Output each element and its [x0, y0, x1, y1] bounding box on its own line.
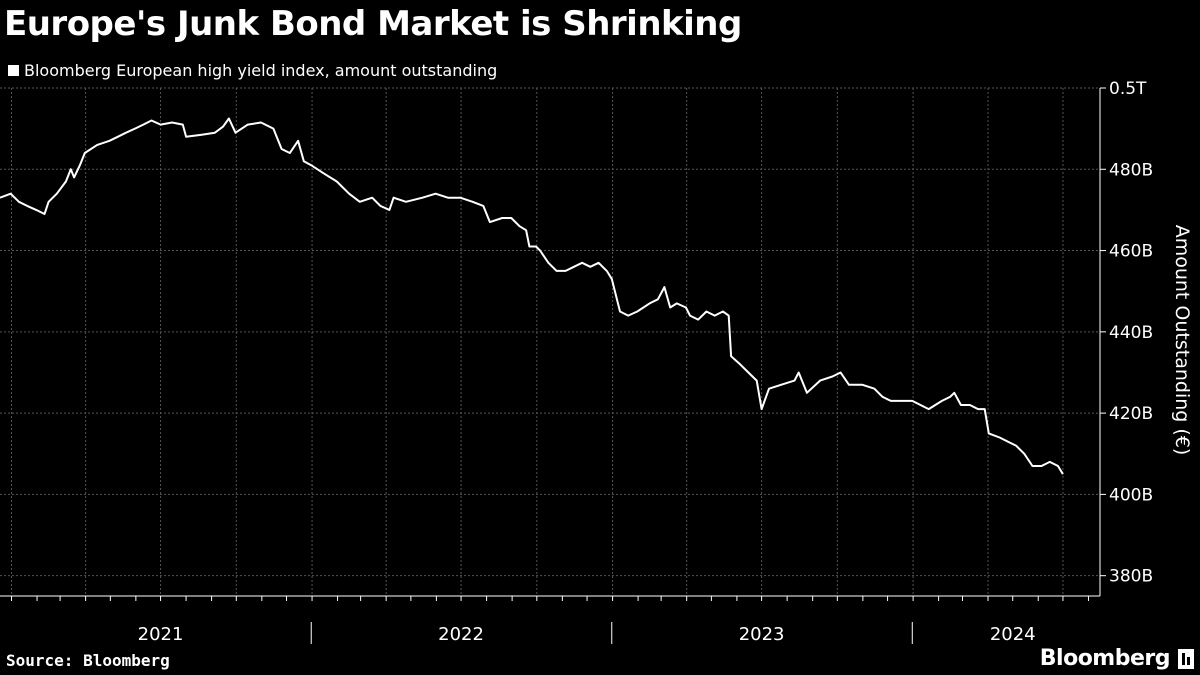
y-tick-label: 480B [1109, 160, 1153, 180]
source-note: Source: Bloomberg [6, 651, 170, 670]
legend-swatch [8, 65, 19, 76]
y-tick-label: 0.5T [1109, 79, 1147, 99]
series-line [0, 117, 1064, 475]
x-tick-label: 2022 [438, 624, 484, 645]
legend-label: Bloomberg European high yield index, amo… [24, 61, 498, 80]
y-tick-label: 380B [1109, 567, 1153, 587]
y-tick-label: 400B [1109, 485, 1153, 505]
y-axis-title: Amount Outstanding (€) [1171, 225, 1193, 456]
brand-logo: Bloomberg [1039, 646, 1171, 671]
legend: Bloomberg European high yield index, amo… [8, 61, 497, 80]
axes: 0.5T 480B 460B 440B 420B 400B 380B 2021 2022 2023… [0, 79, 1153, 645]
y-tick-label: 440B [1109, 323, 1153, 343]
x-tick-label: 2024 [990, 624, 1036, 645]
x-tick-label: 2023 [739, 624, 785, 645]
y-tick-label: 460B [1109, 242, 1153, 262]
y-tick-label: 420B [1109, 404, 1153, 424]
series-layer [0, 117, 1064, 475]
x-tick-label: 2021 [138, 624, 184, 645]
grid [0, 87, 1100, 596]
chart-title: Europe's Junk Bond Market is Shrinking [4, 4, 742, 44]
bloomberg-terminal-icon [1178, 649, 1194, 669]
